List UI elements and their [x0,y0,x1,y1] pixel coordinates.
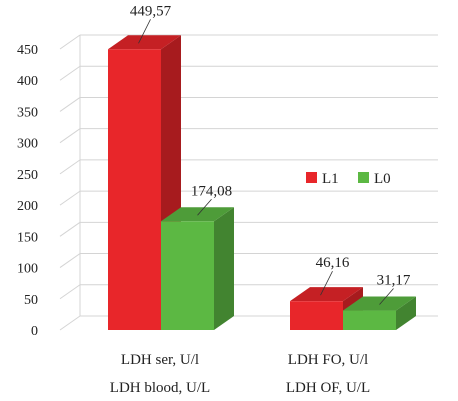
bar-l0-ldh-ser-u-l [161,207,234,330]
y-tick-label: 0 [31,324,38,339]
bar-l0-ldh-fo-u-l-top [343,296,416,311]
bar-l0-ldh-ser-u-l-top [161,207,234,222]
data-label-leader [379,288,394,305]
legend-item-l1: L1 [306,171,339,187]
legend-label: L1 [322,171,339,187]
data-label-l1-ldh-ser-u-l: 449,57 [130,3,172,19]
legend-item-l0: L0 [358,171,391,187]
bar-l0-ldh-fo-u-l-front [343,310,396,330]
legend-label: L0 [374,171,391,187]
grid-connector [59,34,81,50]
bar-l0-ldh-fo-u-l-side [396,296,416,330]
grid-connector [59,128,81,144]
category-label: LDH ser, U/l [121,352,199,368]
y-tick-label: 50 [24,293,38,308]
category-label: LDH FO, U/l [288,352,368,368]
grid-connector [59,159,81,175]
bar-l0-ldh-ser-u-l-side [214,207,234,330]
x-axis-categories: LDH ser, U/l LDH blood, U/L LDH FO, U/l LDH… [110,352,370,396]
y-tick-label: 400 [17,74,38,89]
category-sublabel: LDH blood, U/L [110,380,210,396]
bar-l1-ldh-ser-u-l-front [108,49,161,330]
grid-connector [59,190,81,206]
y-tick-label: 350 [17,105,38,120]
data-label-leader [138,19,151,44]
bar-l1-ldh-ser-u-l-top [108,35,181,50]
grid-connector [59,65,81,81]
y-tick-label: 450 [17,43,38,58]
data-labels: 449,57 46,16 174,08 31,17 [130,3,411,305]
bar-l0-ldh-ser-u-l-front [161,221,214,330]
legend-swatch [306,172,317,183]
bar-l1-ldh-fo-u-l-top [290,287,363,302]
bar-l1-ldh-ser-u-l [108,35,181,330]
data-label-l0-ldh-fo-u-l: 31,17 [377,273,411,289]
bar-l1-ldh-fo-u-l-front [290,301,343,330]
bars [108,35,416,330]
grid-connector [59,284,81,300]
grid-connector [59,253,81,268]
y-tick-label: 250 [17,168,38,183]
y-tick-label: 200 [17,199,38,214]
data-label-leader [320,270,333,296]
y-tick-label: 150 [17,230,38,245]
y-tick-label: 100 [17,262,38,277]
data-label-l0-ldh-ser-u-l: 174,08 [191,183,232,199]
y-axis: 0 50 100 150 200 250 300 350 400 450 [17,43,38,339]
grid-connector [59,221,81,237]
data-label-leader [197,199,212,216]
grid-connector [59,97,81,112]
grid-connector [59,315,81,331]
bar-l0-ldh-fo-u-l [343,296,416,330]
y-tick-label: 300 [17,137,38,152]
legend: L1 L0 [306,171,391,187]
data-label-l1-ldh-fo-u-l: 46,16 [316,255,350,271]
category-sublabel: LDH OF, U/L [286,380,370,396]
legend-swatch [358,172,369,183]
